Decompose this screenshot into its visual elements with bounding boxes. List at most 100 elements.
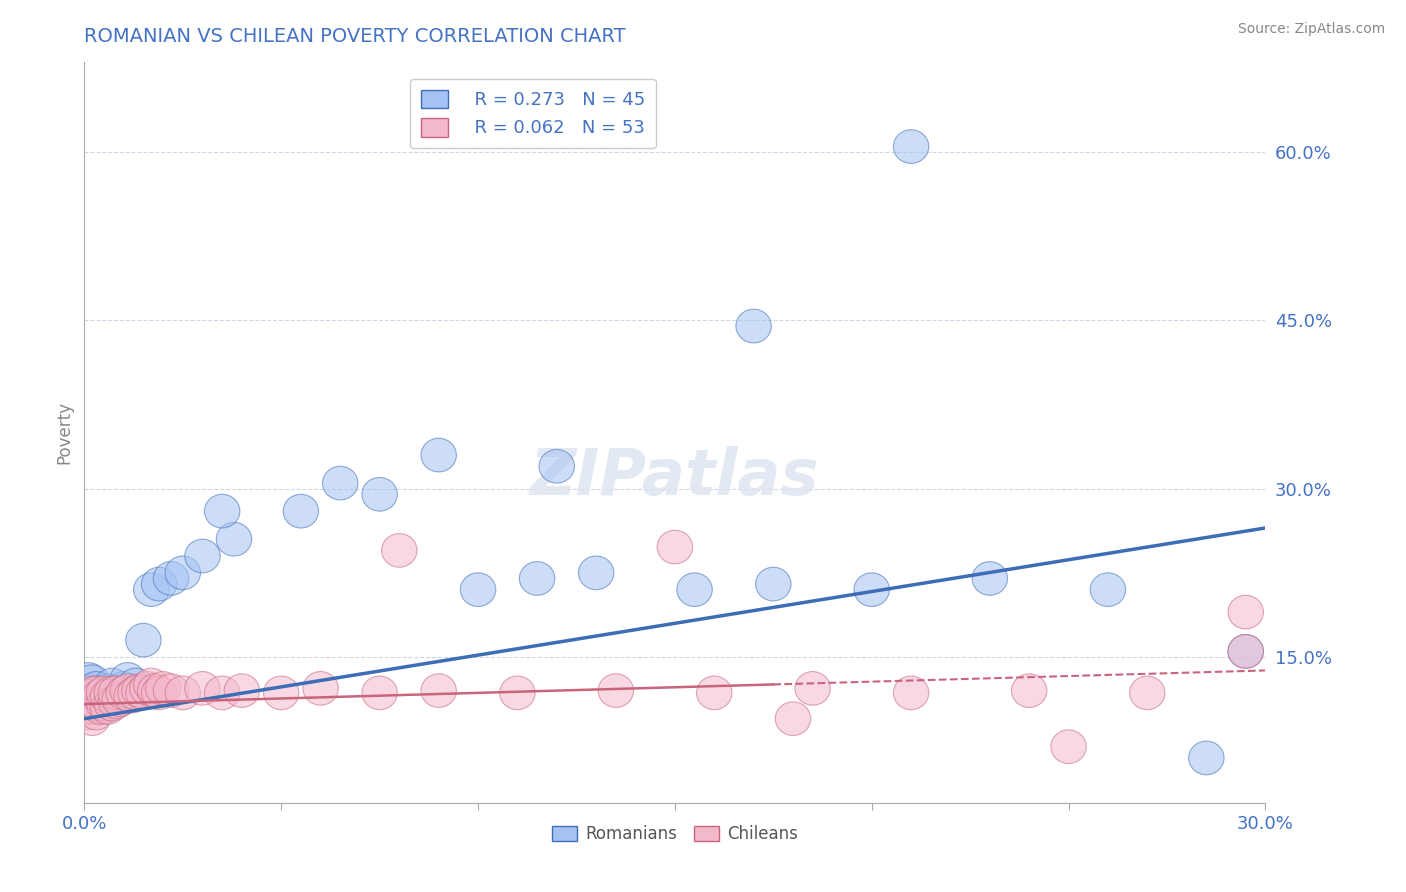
- Ellipse shape: [98, 676, 134, 710]
- Ellipse shape: [142, 676, 177, 710]
- Ellipse shape: [105, 676, 142, 710]
- Ellipse shape: [79, 697, 114, 730]
- Legend: Romanians, Chileans: Romanians, Chileans: [546, 819, 804, 850]
- Ellipse shape: [122, 673, 157, 707]
- Ellipse shape: [86, 680, 122, 713]
- Ellipse shape: [302, 672, 339, 706]
- Ellipse shape: [775, 702, 811, 736]
- Ellipse shape: [79, 676, 114, 710]
- Ellipse shape: [657, 530, 693, 564]
- Ellipse shape: [70, 663, 105, 697]
- Ellipse shape: [70, 673, 105, 707]
- Ellipse shape: [86, 687, 122, 721]
- Ellipse shape: [98, 685, 134, 719]
- Ellipse shape: [184, 672, 221, 706]
- Ellipse shape: [893, 129, 929, 163]
- Ellipse shape: [204, 676, 240, 710]
- Ellipse shape: [165, 676, 201, 710]
- Ellipse shape: [322, 467, 359, 500]
- Ellipse shape: [90, 682, 125, 716]
- Ellipse shape: [1129, 676, 1166, 710]
- Ellipse shape: [75, 676, 110, 710]
- Ellipse shape: [134, 573, 169, 607]
- Ellipse shape: [118, 668, 153, 702]
- Ellipse shape: [125, 624, 162, 657]
- Ellipse shape: [110, 663, 145, 697]
- Ellipse shape: [153, 673, 188, 707]
- Ellipse shape: [103, 682, 138, 716]
- Ellipse shape: [204, 494, 240, 528]
- Ellipse shape: [90, 690, 125, 724]
- Ellipse shape: [1011, 673, 1047, 707]
- Ellipse shape: [153, 562, 188, 595]
- Ellipse shape: [283, 494, 319, 528]
- Ellipse shape: [110, 673, 145, 707]
- Y-axis label: Poverty: Poverty: [55, 401, 73, 464]
- Ellipse shape: [90, 680, 125, 713]
- Ellipse shape: [103, 682, 138, 716]
- Ellipse shape: [83, 680, 118, 713]
- Ellipse shape: [83, 676, 118, 710]
- Ellipse shape: [94, 687, 129, 721]
- Ellipse shape: [94, 676, 129, 710]
- Ellipse shape: [893, 676, 929, 710]
- Ellipse shape: [420, 673, 457, 707]
- Ellipse shape: [676, 573, 713, 607]
- Ellipse shape: [381, 533, 418, 567]
- Ellipse shape: [1050, 730, 1087, 764]
- Ellipse shape: [75, 665, 110, 698]
- Ellipse shape: [138, 673, 173, 707]
- Ellipse shape: [70, 697, 105, 730]
- Ellipse shape: [98, 676, 134, 710]
- Ellipse shape: [134, 668, 169, 702]
- Ellipse shape: [361, 477, 398, 511]
- Ellipse shape: [735, 310, 772, 343]
- Ellipse shape: [696, 676, 733, 710]
- Text: ROMANIAN VS CHILEAN POVERTY CORRELATION CHART: ROMANIAN VS CHILEAN POVERTY CORRELATION …: [84, 27, 626, 45]
- Ellipse shape: [75, 702, 110, 736]
- Ellipse shape: [114, 680, 149, 713]
- Ellipse shape: [1227, 595, 1264, 629]
- Ellipse shape: [145, 672, 181, 706]
- Ellipse shape: [79, 687, 114, 721]
- Text: Source: ZipAtlas.com: Source: ZipAtlas.com: [1237, 22, 1385, 37]
- Ellipse shape: [794, 672, 831, 706]
- Ellipse shape: [598, 673, 634, 707]
- Ellipse shape: [538, 450, 575, 483]
- Ellipse shape: [499, 676, 536, 710]
- Ellipse shape: [83, 687, 118, 721]
- Ellipse shape: [1090, 573, 1126, 607]
- Ellipse shape: [184, 539, 221, 573]
- Ellipse shape: [105, 672, 142, 706]
- Ellipse shape: [94, 680, 129, 713]
- Ellipse shape: [70, 687, 105, 721]
- Text: ZIPatlas: ZIPatlas: [530, 446, 820, 508]
- Ellipse shape: [165, 556, 201, 590]
- Ellipse shape: [361, 676, 398, 710]
- Ellipse shape: [755, 567, 792, 601]
- Ellipse shape: [853, 573, 890, 607]
- Ellipse shape: [86, 690, 122, 724]
- Ellipse shape: [125, 676, 162, 710]
- Ellipse shape: [420, 438, 457, 472]
- Ellipse shape: [460, 573, 496, 607]
- Ellipse shape: [972, 562, 1008, 595]
- Ellipse shape: [263, 676, 299, 710]
- Ellipse shape: [70, 680, 105, 713]
- Ellipse shape: [129, 672, 165, 706]
- Ellipse shape: [75, 680, 110, 713]
- Ellipse shape: [142, 567, 177, 601]
- Ellipse shape: [86, 676, 122, 710]
- Ellipse shape: [217, 523, 252, 556]
- Ellipse shape: [118, 676, 153, 710]
- Ellipse shape: [79, 672, 114, 706]
- Ellipse shape: [1188, 741, 1225, 775]
- Ellipse shape: [75, 690, 110, 724]
- Ellipse shape: [114, 676, 149, 710]
- Ellipse shape: [83, 690, 118, 724]
- Ellipse shape: [224, 673, 260, 707]
- Ellipse shape: [79, 685, 114, 719]
- Ellipse shape: [90, 673, 125, 707]
- Ellipse shape: [94, 668, 129, 702]
- Ellipse shape: [519, 562, 555, 595]
